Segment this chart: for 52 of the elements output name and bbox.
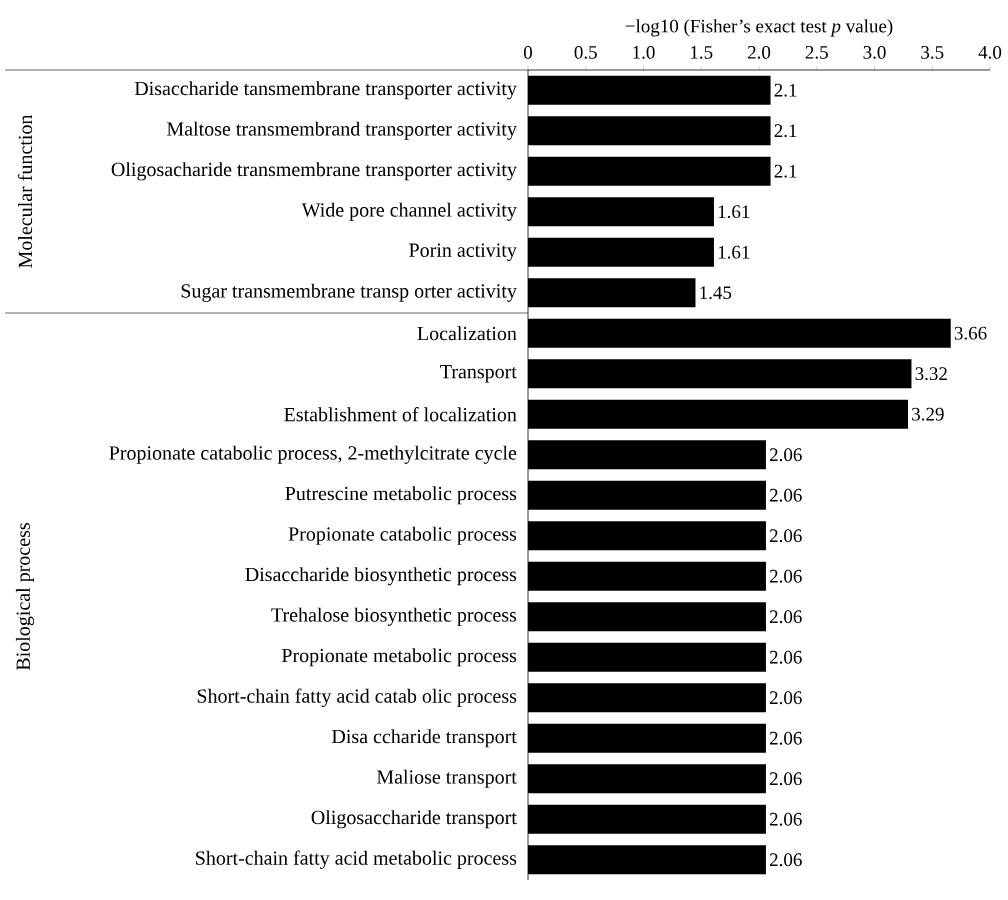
data-label: 2.06: [769, 853, 802, 867]
data-label: 3.32: [915, 367, 947, 381]
data-label: 2.06: [769, 731, 802, 745]
x-tick-label: 1.0: [633, 45, 655, 59]
y-tick-label: Short-chain fatty acid catab olic process: [197, 688, 517, 707]
data-label: 1.61: [718, 245, 750, 259]
y-tick-label: Trehalose biosynthetic process: [271, 607, 517, 626]
data-label: 2.06: [769, 691, 802, 705]
y-tick-label: Disa ccharide transport: [331, 729, 517, 748]
data-label: 2.06: [769, 529, 802, 543]
data-label: 2.1: [774, 124, 797, 138]
y-tick-label: Oligosacharide transmembrane transporter activity: [111, 162, 517, 181]
x-tick-label: 0.5: [574, 45, 597, 59]
y-tick-label: Maliose transport: [376, 769, 517, 788]
x-tick-label: 3.5: [921, 46, 944, 59]
x-tick-label: 2.5: [805, 46, 828, 59]
data-label: 2.1: [774, 164, 797, 178]
y-tick-label: Propionate catabolic process, 2-methylcitrate cycle: [109, 445, 517, 464]
y-tick-label: Maltose transmembrand transporter activity: [166, 121, 517, 140]
y-tick-label: Propionate metabolic process: [281, 648, 517, 667]
y-tick-label: Putrescine metabolic process: [285, 486, 517, 505]
y-tick-label: Oligosaccharide transport: [311, 810, 517, 829]
y-tick-label: Transport: [440, 365, 517, 383]
y-tick-label: Wide pore channel activity: [301, 202, 517, 221]
y-tick-label: Localization: [417, 326, 517, 341]
data-label: 3.29: [912, 407, 944, 421]
data-label: 2.06: [769, 812, 802, 826]
data-label: 2.06: [769, 650, 802, 664]
x-axis-title: −log10 (Fisher’s exact test p value): [625, 19, 893, 37]
y-tick-label: Short-chain fatty acid metabolic process: [196, 850, 517, 869]
x-tick-label: 1.5: [691, 46, 713, 59]
y-tick-label: Disaccharide biosynthetic process: [245, 567, 517, 586]
data-label: 2.06: [769, 448, 802, 462]
y-tick-label: Propionate catabolic process: [288, 526, 517, 545]
data-label: 3.66: [954, 326, 987, 340]
data-label: 1.45: [700, 286, 732, 300]
data-label: 2.06: [769, 772, 802, 786]
data-label: 2.06: [769, 610, 802, 624]
text: Biological process: [15, 523, 35, 671]
data-label: 2.1: [774, 83, 797, 97]
x-tick-label: 3.0: [863, 45, 886, 59]
x-tick-label: 0: [523, 46, 533, 59]
y-tick-label: Establishment of localization: [284, 407, 517, 422]
data-label: 2.06: [769, 488, 802, 502]
y-tick-label: Disaccharide tansmembrane transporter activity: [134, 81, 517, 100]
y-tick-label: Sugar transmembrane transp orter activity: [181, 283, 517, 302]
x-tick-label: 4.0: [978, 45, 1002, 59]
text: Molecular function: [17, 114, 33, 268]
data-label: 2.06: [769, 569, 802, 583]
data-label: 1.61: [718, 205, 750, 219]
y-tick-label: Porin activity: [409, 243, 517, 262]
x-tick-label: 2.0: [747, 45, 771, 59]
